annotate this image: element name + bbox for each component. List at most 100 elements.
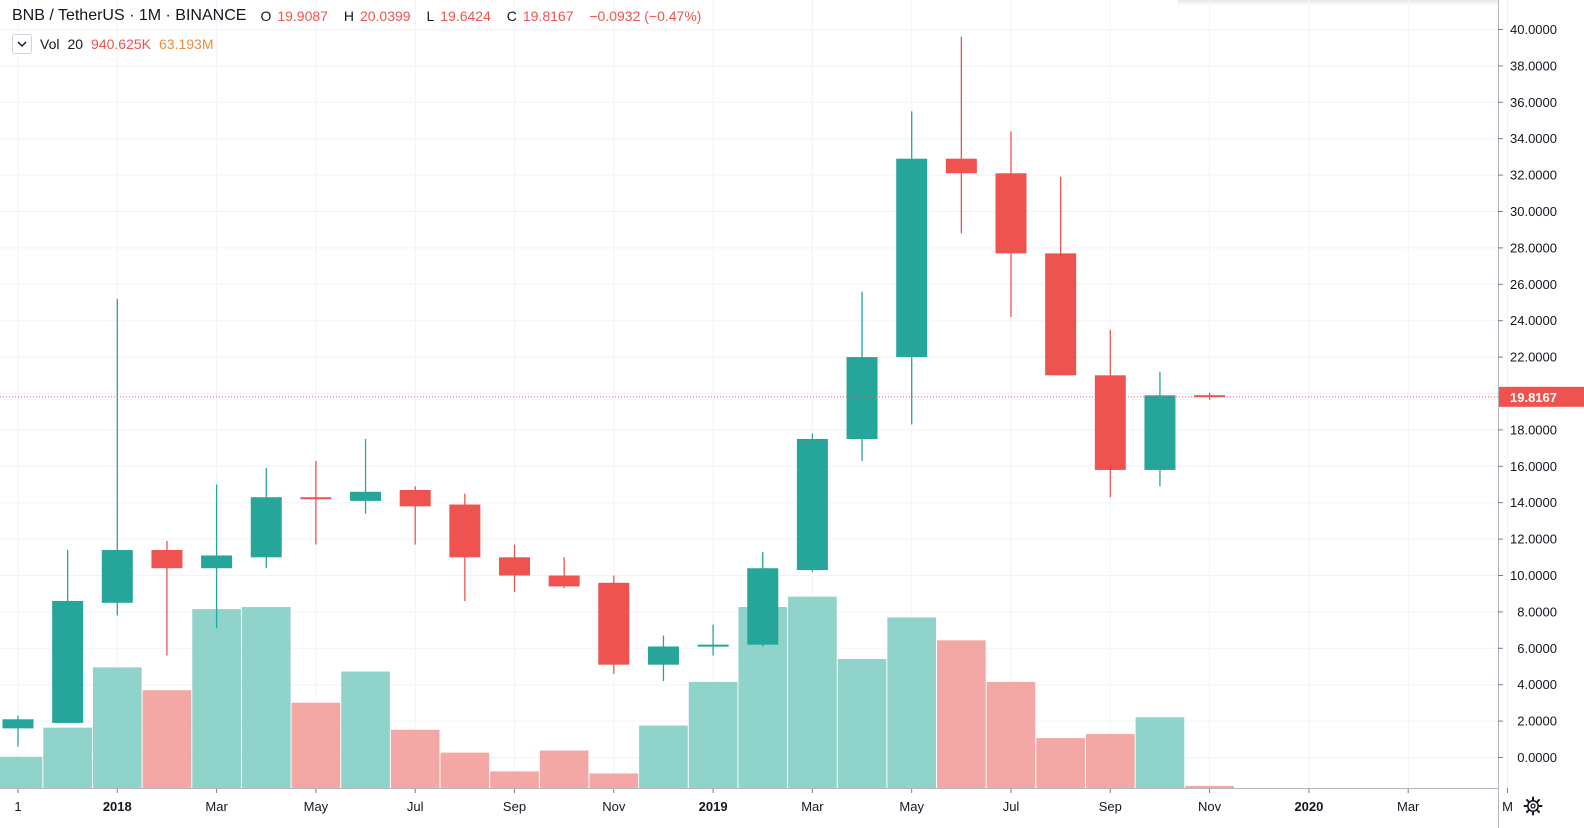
high-label: H [343,8,354,24]
volume-bar [142,690,192,788]
collapse-legend-button[interactable] [12,34,32,54]
candle-body[interactable] [201,555,233,569]
x-tick-label: Jul [1003,799,1020,814]
candle-body[interactable] [250,497,282,558]
close-readout: C 19.8167 [507,8,580,24]
volume-bar [1085,733,1135,788]
open-label: O [260,8,272,24]
y-tick-label: 22.0000 [1510,350,1557,365]
symbol-title[interactable]: BNB / TetherUS · 1M · BINANCE [12,7,247,24]
x-tick-label: 1 [14,799,21,814]
volume-bar [1185,785,1234,788]
low-value: 19.6424 [440,8,491,24]
volume-bar [0,756,43,788]
y-tick-label: 2.0000 [1517,714,1557,729]
high-readout: H 20.0399 [344,8,417,24]
y-tick-label: 6.0000 [1517,641,1557,656]
candle-body[interactable] [1194,395,1226,398]
volume-bar [440,752,490,788]
volume-bar [490,771,539,788]
ohlc-values: O 19.9087 H 20.0399 L 19.6424 C 19.8167 −0.0… [260,8,707,24]
candle-body[interactable] [846,357,878,439]
last-price-tag [1499,386,1584,407]
y-tick-label: 14.0000 [1510,495,1557,510]
symbol-legend: BNB / TetherUS · 1M · BINANCE O 19.9087 H… [12,7,707,25]
volume-bar [1036,738,1085,788]
y-tick-label: 32.0000 [1510,168,1557,183]
low-readout: L 19.6424 [426,8,496,24]
volume-value: 940.625K [91,36,151,52]
candle-body[interactable] [896,158,928,358]
candle-body[interactable] [499,557,530,576]
volume-bar [192,609,241,788]
x-tick-label: May [304,799,329,814]
low-label: L [426,8,435,24]
x-tick-label: Mar [205,799,228,814]
x-tick-label: Nov [1198,799,1222,814]
volume-bar [887,617,937,788]
volume-bar [291,702,341,788]
candle-body[interactable] [548,575,580,587]
open-value: 19.9087 [277,8,328,24]
candle-body[interactable] [350,491,382,501]
x-tick-label: Nov [602,799,626,814]
candle-body[interactable] [796,439,828,571]
chart-settings-button[interactable] [1518,792,1548,820]
candle-body[interactable] [52,600,84,723]
candle-body[interactable] [1094,375,1126,470]
y-tick-label: 40.0000 [1510,22,1557,37]
volume-label[interactable]: Vol [40,36,60,52]
candle-body[interactable] [2,719,34,729]
x-tick-label: Jul [407,799,424,814]
volume-ma-value: 63.193M [159,36,214,52]
candle-body[interactable] [151,550,183,569]
y-tick-label: 30.0000 [1510,204,1557,219]
candle-body[interactable] [300,497,332,500]
volume-legend: Vol 20 940.625K 63.193M [12,34,221,54]
candle-body[interactable] [1144,395,1176,470]
y-tick-label: 0.0000 [1517,750,1557,765]
volume-bar [639,725,688,788]
candle-body[interactable] [399,489,431,507]
open-readout: O 19.9087 [260,8,334,24]
candle-body[interactable] [945,158,977,174]
y-tick-label: 4.0000 [1517,677,1557,692]
volume-bar [589,773,639,788]
close-value: 19.8167 [522,8,574,24]
y-tick-label: 28.0000 [1510,240,1557,255]
gear-icon [1523,796,1543,816]
candle-body[interactable] [995,173,1027,254]
candle-body[interactable] [647,646,679,665]
y-tick-label: 8.0000 [1517,604,1557,619]
candle-body[interactable] [449,504,481,558]
candle-body[interactable] [101,550,133,603]
volume-bar [788,596,837,788]
volume-bar [986,681,1036,788]
x-tick-label: Sep [503,799,526,814]
volume-bar [937,640,986,788]
x-tick-label: 2018 [103,799,132,814]
y-tick-label: 10.0000 [1510,568,1557,583]
volume-bar [837,659,887,788]
y-tick-label: 36.0000 [1510,95,1557,110]
volume-bar [92,667,142,788]
toolbar-shadow [1178,0,1498,6]
volume-bar [390,729,440,788]
candle-body[interactable] [1045,253,1077,376]
volume-bar [688,681,738,788]
volume-bar [341,671,390,788]
candle-body[interactable] [747,568,779,645]
candle-body[interactable] [697,644,729,647]
volume-bar [43,727,92,788]
x-tick-label: Mar [1397,799,1420,814]
y-tick-label: 38.0000 [1510,58,1557,73]
x-tick-label: May [899,799,924,814]
x-tick-label: 2020 [1294,799,1323,814]
chevron-down-icon [17,41,27,47]
candle-body[interactable] [598,582,630,665]
volume-bar [1135,717,1185,788]
change-value: −0.0932 (−0.47%) [589,8,702,24]
y-tick-label: 18.0000 [1510,422,1557,437]
x-tick-label: Mar [801,799,824,814]
